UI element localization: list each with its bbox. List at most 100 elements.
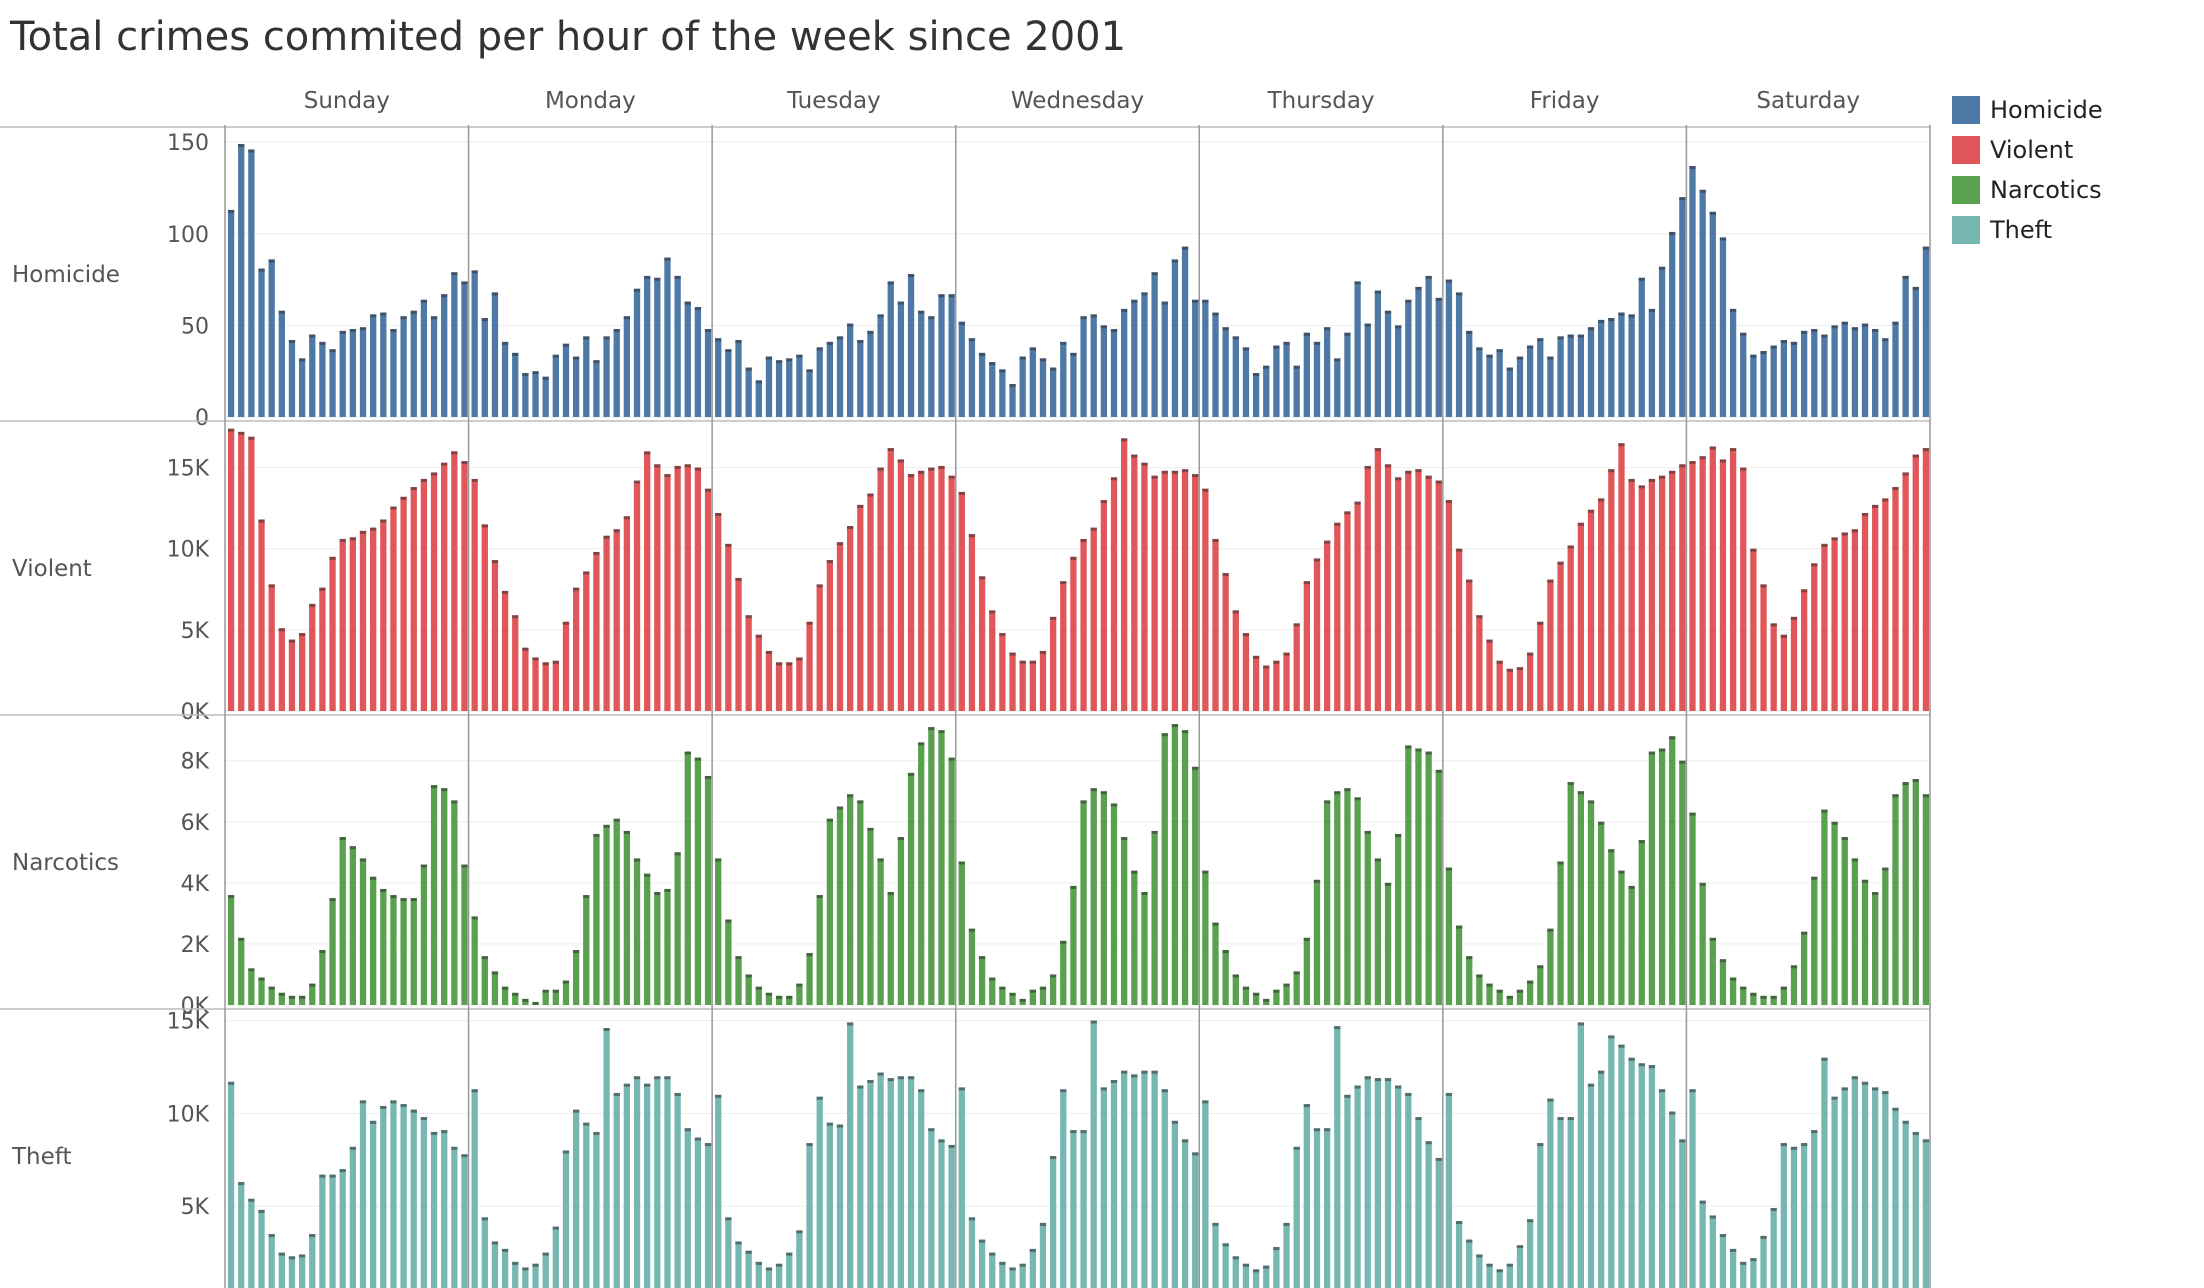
bar-homicide [1476,347,1483,417]
bar-cap-narcotics [1029,989,1036,993]
bar-narcotics [481,956,488,1005]
bar-cap-narcotics [867,827,874,831]
bar-cap-theft [1242,1263,1250,1267]
bar-cap-violent [1831,537,1838,541]
bar-cap-theft [1811,1130,1818,1134]
bar-cap-homicide [1882,338,1889,342]
bar-cap-narcotics [562,980,570,984]
bar-narcotics [725,919,732,1005]
bar-theft [978,1239,986,1288]
bar-homicide [1181,246,1189,417]
legend-item-theft[interactable]: Theft [1952,210,2103,250]
bar-homicide [298,358,306,417]
bar-narcotics [775,995,783,1005]
bar-homicide [786,358,793,417]
bar-narcotics [1384,882,1392,1005]
bar-violent [1679,464,1686,711]
bar-cap-narcotics [786,995,793,999]
bar-cap-theft [1131,1074,1138,1078]
bar-theft [715,1094,722,1288]
bar-theft [694,1137,702,1288]
bar-cap-homicide [1263,365,1270,369]
bar-cap-narcotics [268,986,275,990]
bar-cap-violent [278,628,285,632]
bar-violent [938,465,945,711]
bar-narcotics [1039,986,1047,1005]
bar-cap-theft [745,1250,752,1254]
bar-homicide [583,336,590,417]
bar-cap-violent [715,513,722,517]
bar-theft [897,1076,905,1288]
bar-narcotics [441,788,448,1005]
row-label-narcotics: Narcotics [12,850,119,876]
bar-cap-theft [1872,1087,1879,1091]
bar-cap-theft [1516,1245,1524,1249]
bar-violent [1486,639,1493,711]
bar-narcotics [1811,876,1818,1005]
bar-cap-narcotics [1537,965,1544,969]
bar-cap-theft [1049,1156,1057,1160]
bar-cap-narcotics [1902,782,1909,786]
bar-cap-theft [471,1089,478,1093]
bar-cap-violent [1526,652,1534,656]
bar-narcotics [715,858,722,1005]
bar-narcotics [1273,989,1280,1005]
y-tick-label-theft: 10K [167,1102,210,1127]
bar-cap-homicide [1770,345,1777,349]
bar-cap-theft [826,1122,834,1126]
bar-theft [613,1092,620,1288]
bar-cap-narcotics [1405,745,1412,749]
legend-item-homicide[interactable]: Homicide [1952,90,2103,130]
bar-cap-violent [1344,511,1351,515]
bar-homicide [775,360,783,417]
bar-cap-homicide [887,281,894,285]
bar-cap-violent [603,535,610,539]
bar-violent [1811,563,1818,711]
bar-narcotics [1445,867,1453,1005]
bar-cap-violent [1851,529,1859,533]
bar-homicide [1141,292,1148,417]
bar-cap-theft [1141,1070,1148,1074]
bar-homicide [1506,367,1513,417]
legend-item-narcotics[interactable]: Narcotics [1952,170,2103,210]
bar-violent [715,513,722,711]
bar-cap-narcotics [644,873,651,877]
bar-cap-narcotics [542,989,549,993]
bar-violent [1344,511,1351,711]
bar-cap-narcotics [1861,879,1869,883]
bar-homicide [572,356,580,417]
bar-cap-violent [928,467,935,471]
bar-cap-violent [1252,655,1260,659]
bar-violent [1384,464,1392,711]
bar-theft [248,1198,255,1288]
bar-cap-narcotics [755,986,762,990]
bar-cap-violent [704,488,712,492]
legend-item-violent[interactable]: Violent [1952,130,2103,170]
bar-theft [481,1217,488,1288]
bar-narcotics [1009,992,1016,1005]
bar-violent [1070,556,1077,711]
bar-cap-theft [1334,1026,1341,1030]
bar-homicide [1841,321,1848,417]
bar-cap-violent [339,538,346,542]
bar-theft [1313,1128,1321,1288]
bar-cap-theft [1496,1269,1503,1273]
bar-cap-homicide [877,314,884,318]
bar-cap-homicide [1009,384,1016,388]
bar-theft [1618,1044,1625,1288]
bar-cap-narcotics [1740,986,1747,990]
bar-violent [836,542,844,711]
bar-violent [1689,461,1696,711]
bar-narcotics [359,858,367,1005]
bar-cap-theft [400,1104,407,1108]
bar-homicide [410,310,417,417]
bar-narcotics [593,833,600,1005]
bar-theft [501,1248,509,1288]
bar-theft [227,1081,235,1288]
bar-cap-violent [359,530,367,534]
bar-narcotics [613,818,620,1005]
bar-theft [471,1089,478,1288]
bar-narcotics [1892,794,1899,1005]
bar-homicide [390,329,397,417]
bar-cap-violent [694,467,702,471]
